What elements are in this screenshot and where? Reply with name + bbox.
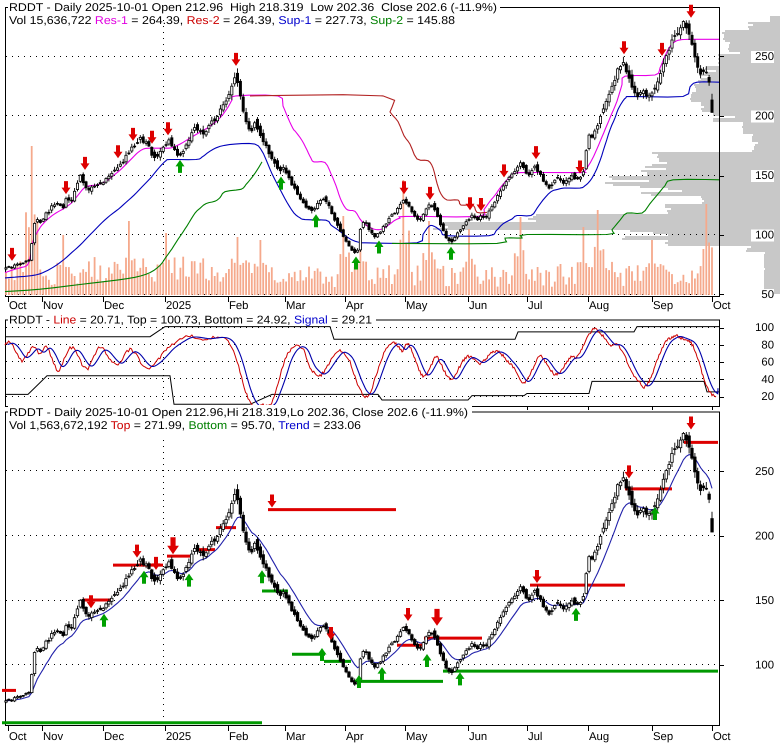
svg-text:Feb: Feb <box>229 731 248 743</box>
svg-text:Oct: Oct <box>9 731 27 743</box>
svg-text:RDDT - Daily 2025-10-01 Open 2: RDDT - Daily 2025-10-01 Open 212.96 High… <box>9 2 497 14</box>
svg-text:Dec: Dec <box>104 300 124 312</box>
svg-text:May: May <box>406 300 428 312</box>
svg-text:40: 40 <box>761 374 774 386</box>
svg-text:Sep: Sep <box>653 731 673 743</box>
svg-text:Jun: Jun <box>469 300 487 312</box>
svg-text:250: 250 <box>755 51 774 63</box>
svg-text:Oct: Oct <box>713 731 731 743</box>
svg-text:Jul: Jul <box>528 731 542 743</box>
svg-text:Mar: Mar <box>286 300 306 312</box>
svg-text:20: 20 <box>761 391 774 403</box>
svg-text:Vol 1,563,672,192 Top = 271.99: Vol 1,563,672,192 Top = 271.99, Bottom =… <box>9 420 361 432</box>
svg-text:Mar: Mar <box>286 731 306 743</box>
svg-text:RDDT - Daily 2025-10-01 Open 2: RDDT - Daily 2025-10-01 Open 212.96,Hi 2… <box>9 407 468 419</box>
svg-text:150: 150 <box>755 170 774 182</box>
svg-text:Aug: Aug <box>589 731 609 743</box>
svg-text:200: 200 <box>755 530 774 542</box>
svg-text:60: 60 <box>761 357 774 369</box>
svg-text:Vol 15,636,722 Res-1 = 264.39,: Vol 15,636,722 Res-1 = 264.39, Res-2 = 2… <box>9 15 455 27</box>
svg-text:Jun: Jun <box>469 731 487 743</box>
svg-text:Aug: Aug <box>589 300 609 312</box>
svg-text:Apr: Apr <box>346 300 364 312</box>
svg-text:Jul: Jul <box>528 300 542 312</box>
svg-text:Oct: Oct <box>713 300 731 312</box>
svg-text:Sep: Sep <box>653 300 673 312</box>
svg-text:80: 80 <box>761 339 774 351</box>
svg-text:250: 250 <box>755 466 774 478</box>
svg-text:100: 100 <box>755 322 774 334</box>
svg-text:Nov: Nov <box>43 300 63 312</box>
svg-text:Feb: Feb <box>229 300 248 312</box>
svg-text:Dec: Dec <box>104 731 124 743</box>
svg-text:200: 200 <box>755 111 774 123</box>
svg-text:Nov: Nov <box>43 731 63 743</box>
svg-text:RDDT - Line = 20.71, Top = 100: RDDT - Line = 20.71, Top = 100.73, Botto… <box>9 315 372 327</box>
svg-text:Apr: Apr <box>346 731 364 743</box>
svg-text:150: 150 <box>755 595 774 607</box>
svg-text:2025: 2025 <box>166 731 191 743</box>
svg-text:100: 100 <box>755 660 774 672</box>
svg-text:Oct: Oct <box>9 300 27 312</box>
svg-text:50: 50 <box>761 289 774 301</box>
svg-text:100: 100 <box>755 230 774 242</box>
svg-text:2025: 2025 <box>166 300 191 312</box>
svg-text:May: May <box>406 731 428 743</box>
